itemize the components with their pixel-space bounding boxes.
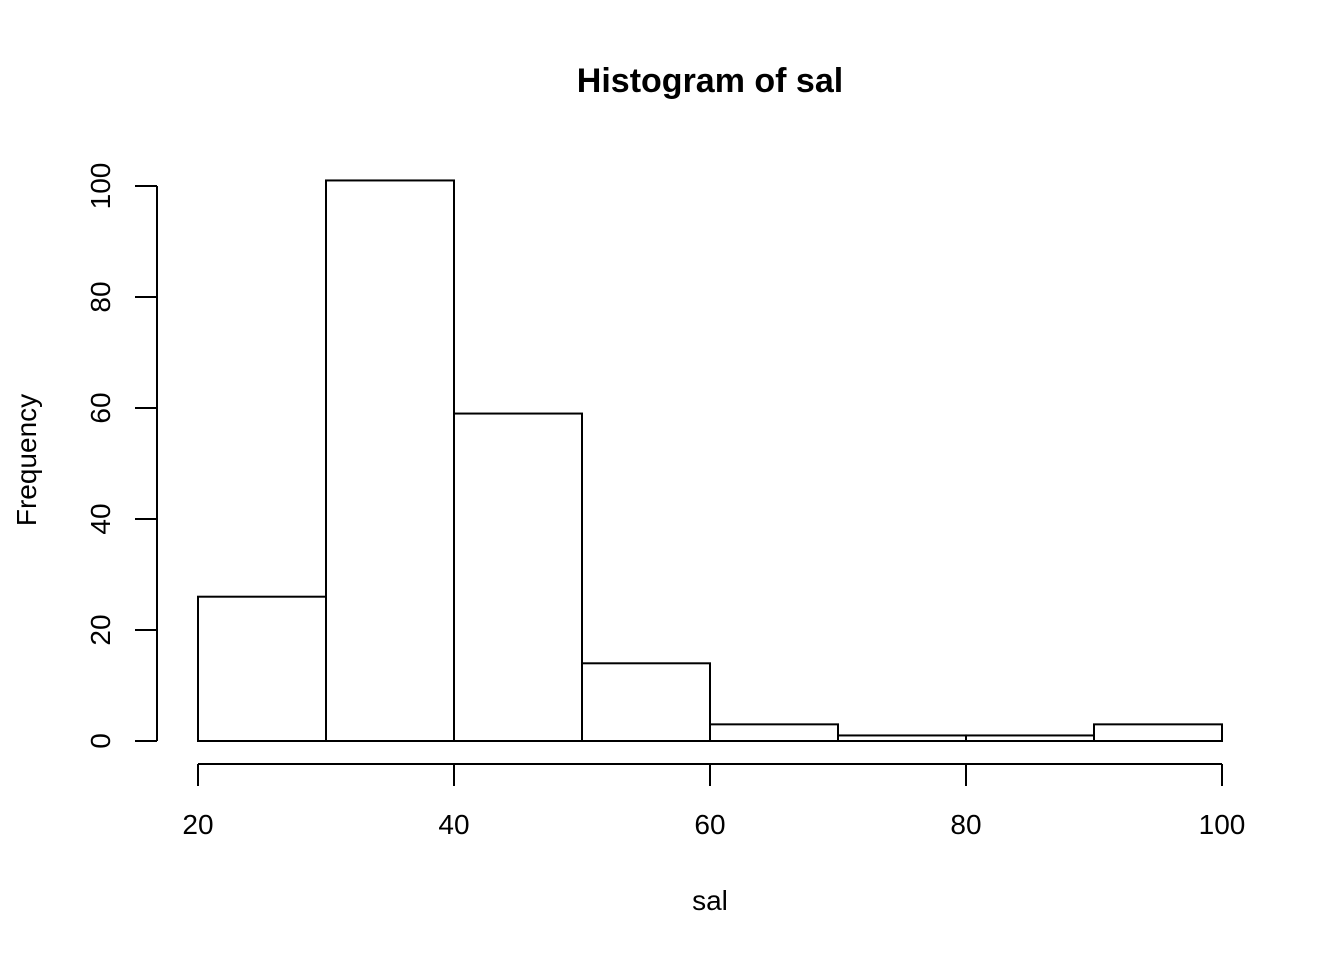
histogram-bar [197, 595, 327, 743]
y-axis-label: Frequency [11, 394, 42, 526]
y-tick-label: 0 [85, 733, 116, 749]
bars-group [197, 179, 1223, 743]
x-tick-label: 100 [1199, 809, 1246, 840]
y-tick-label: 60 [85, 392, 116, 423]
x-tick-label: 20 [182, 809, 213, 840]
chart-title: Histogram of sal [577, 62, 843, 100]
histogram-bar [965, 734, 1095, 743]
x-axis: 20 40 60 80 100 [182, 763, 1246, 840]
x-tick-label: 80 [950, 809, 981, 840]
y-tick-label: 20 [85, 614, 116, 645]
histogram-bar [1093, 723, 1223, 742]
y-tick-label: 80 [85, 281, 116, 312]
y-tick-label: 40 [85, 503, 116, 534]
y-axis: 0 20 40 60 80 100 [85, 163, 158, 749]
x-axis-label: sal [692, 885, 728, 916]
histogram-bar [709, 723, 839, 742]
histogram-bar [581, 662, 711, 742]
y-tick-label: 100 [85, 163, 116, 210]
histogram-bar [837, 734, 967, 743]
x-tick-label: 60 [694, 809, 725, 840]
histogram-bar [325, 179, 455, 742]
histogram-bar [453, 412, 583, 742]
x-tick-label: 40 [438, 809, 469, 840]
